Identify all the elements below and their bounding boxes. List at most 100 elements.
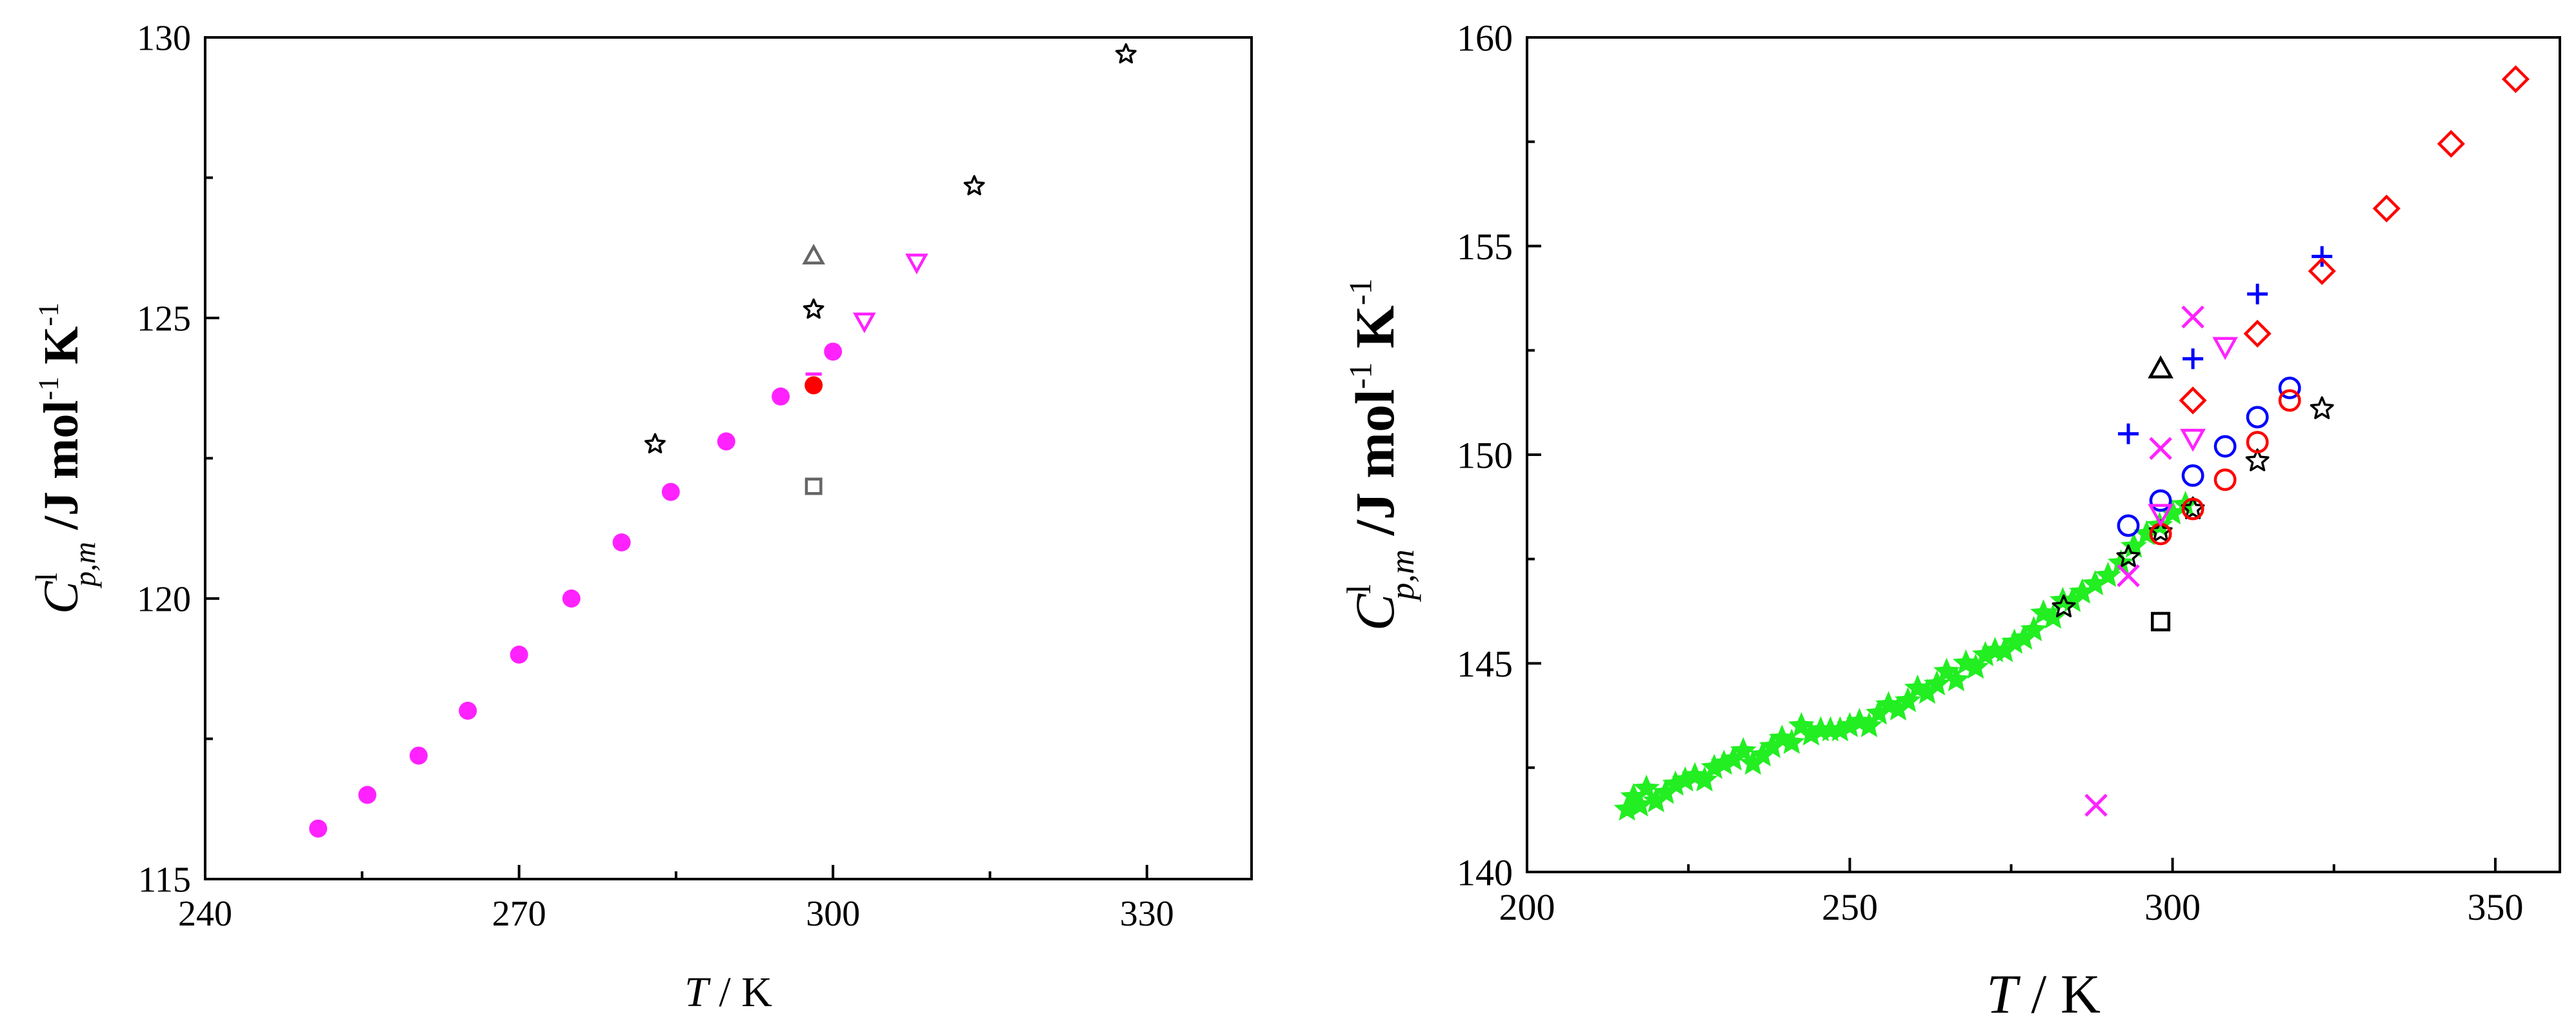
series-plus [2118,246,2333,444]
y-tick-label: 125 [137,299,191,339]
x-axis-title: T / K [1986,963,2101,1025]
data-point [2243,319,2271,348]
y-axis-title: Cl p,m /J mol-1 K-1 [1339,279,1421,631]
data-point [2180,428,2206,452]
plot-frame [1526,36,2561,873]
data-point [2182,348,2204,370]
data-point [2151,611,2171,631]
data-point [510,646,528,664]
data-point [1710,749,1737,775]
data-point [2181,305,2204,329]
data-point [2246,431,2269,454]
data-point [2181,464,2204,487]
data-point [2278,389,2301,412]
data-point [1642,787,1670,813]
y-tick-label: 155 [1457,226,1513,268]
series-open-square [2151,611,2171,631]
data-point [2084,793,2108,817]
x-tick-label: 200 [1499,886,1555,928]
data-point [802,243,826,265]
y-axis-title: Cl p,m /J mol-1 K-1 [30,302,102,614]
y-tick-label: 145 [1457,643,1513,685]
x-axis-title: T / K [684,969,772,1016]
x-tick-label: 330 [1120,894,1174,934]
data-point [2181,497,2204,520]
data-point [2148,355,2173,379]
data-point [2117,564,2140,588]
data-point [2212,337,2239,361]
series-open-triangle-down [853,253,928,333]
x-tick-label: 250 [1822,886,1878,928]
data-point [2213,435,2237,458]
data-point [2149,437,2172,461]
data-point [1652,778,1679,804]
data-point [1855,712,1882,737]
data-point [358,786,377,804]
data-point [1972,641,1999,666]
data-point [804,477,823,495]
data-point [2040,603,2067,629]
data-point [2121,532,2148,558]
data-point [1115,43,1137,64]
data-point [612,533,631,551]
y-tick-label: 130 [137,19,191,59]
data-point [1865,699,1892,725]
data-point [1962,653,1989,679]
series-open-circle [2117,377,2301,537]
data-point [1730,737,1757,762]
data-point [2437,130,2465,158]
series-open-circle [2149,389,2301,546]
data-point [2069,578,2096,604]
y-tick-label: 140 [1457,851,1513,893]
series-open-square [804,477,823,495]
data-point [2117,514,2140,537]
data-point [2052,594,2076,618]
y-tick-label: 160 [1457,17,1513,59]
x-tick-label: 300 [806,894,860,934]
y-tick-label: 115 [138,860,191,900]
data-point [2082,570,2109,595]
data-point [2001,628,2028,654]
data-point [2148,504,2173,528]
data-point [963,175,985,195]
x-tick-label: 350 [2467,886,2523,928]
chart-right: 200 250 300 350 140 145 150 155 160 T / K Cl p,m /J… [1339,17,2561,1025]
data-point [824,342,843,361]
data-point [1739,749,1766,775]
series-open-triangle-down [2148,337,2239,528]
data-point [2149,489,2172,512]
data-point [1884,695,1912,721]
data-point [1836,712,1863,737]
data-point [1797,720,1824,746]
data-point [1923,670,1950,696]
data-point [661,482,680,501]
data-point [2278,377,2301,399]
data-point [409,746,428,765]
series-filled-star [1613,491,2199,821]
data-point [2159,499,2186,525]
data-point [2372,194,2401,223]
data-point [905,253,928,275]
data-point [1691,766,1718,792]
series-filled-circle [804,376,823,395]
data-point [2310,396,2334,419]
data-point [309,819,328,838]
data-point [2213,468,2237,491]
data-point [1913,678,1941,704]
data-point [2095,562,2122,588]
data-point [2308,257,2336,285]
data-point [717,432,735,451]
data-point [2108,549,2135,575]
data-point [1759,733,1786,758]
data-point [459,702,477,720]
data-point [853,312,876,333]
data-point [804,376,823,395]
data-point [1894,687,1921,713]
data-point [1749,741,1776,767]
y-tick-label: 120 [137,580,191,620]
data-point [2501,65,2530,94]
series-filled-circle [309,342,843,838]
data-point [2311,246,2333,267]
data-point [2246,406,2269,429]
